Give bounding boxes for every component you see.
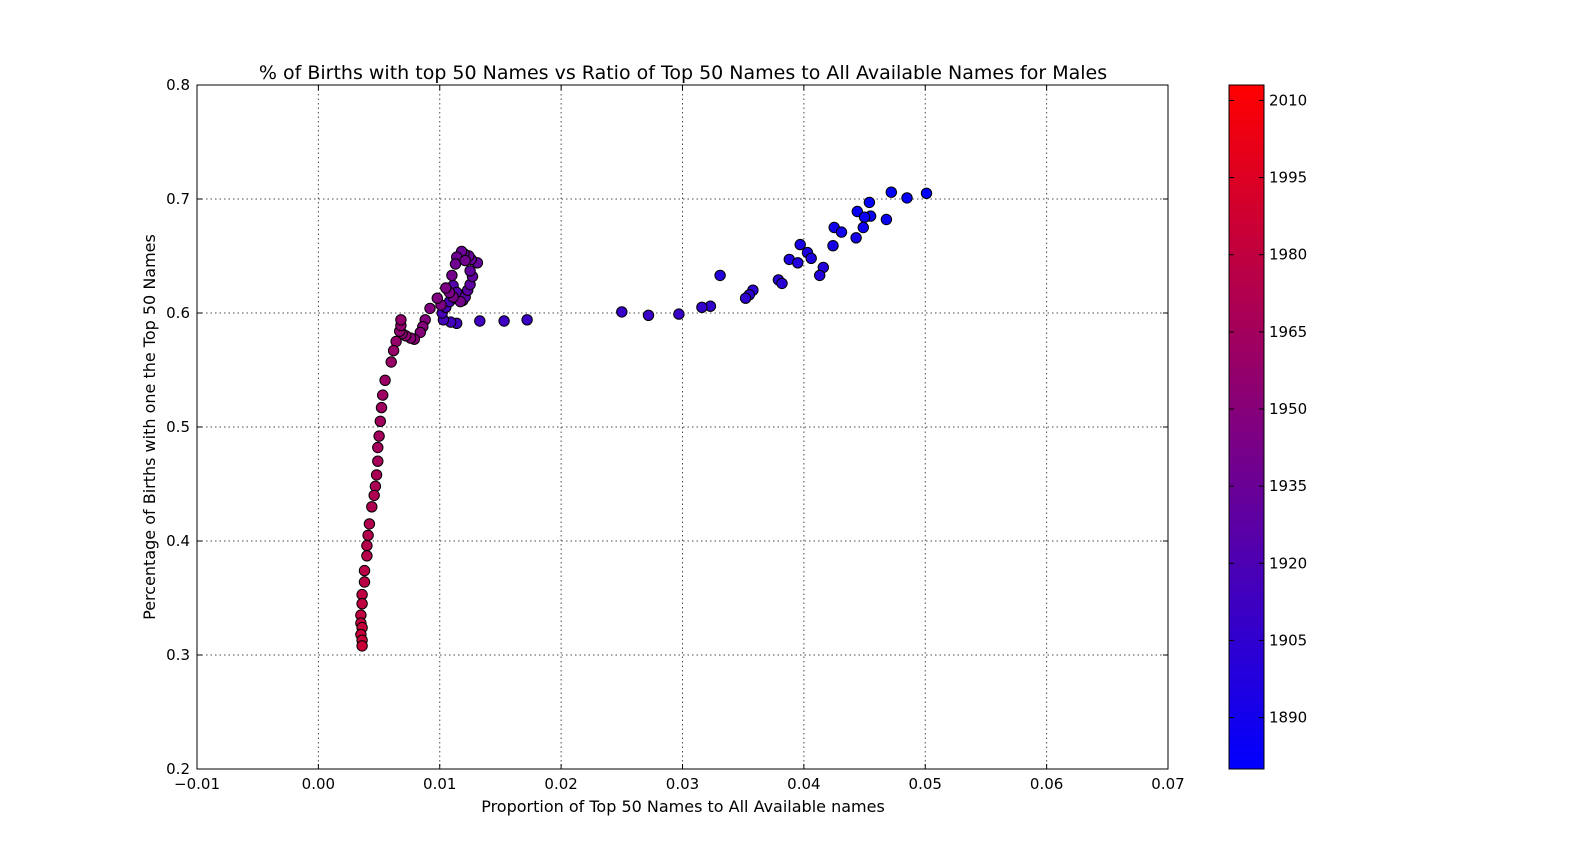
data-point: [379, 374, 391, 386]
data-point: [642, 309, 655, 321]
data-point: [374, 415, 386, 427]
data-point: [424, 302, 436, 315]
data-point: [858, 211, 871, 223]
data-point: [714, 269, 726, 282]
data-point: [358, 564, 371, 577]
data-point: [792, 257, 804, 269]
colorbar-tick-label: 1950: [1269, 400, 1307, 418]
data-points: [355, 186, 933, 652]
colorbar: [1228, 84, 1265, 770]
data-point: [395, 314, 407, 326]
data-point: [440, 282, 452, 294]
x-tick-label: 0.01: [423, 775, 456, 793]
data-point: [857, 221, 869, 234]
y-tick-label: 0.4: [166, 532, 190, 550]
colorbar-ticks: 1890 1905 1920 1935 1950 1965 1980 1995 2010: [1229, 91, 1307, 727]
chart-title: % of Births with top 50 Names vs Ratio o…: [259, 62, 1107, 84]
data-point: [361, 539, 373, 552]
data-point: [880, 213, 893, 226]
data-point: [776, 277, 788, 290]
data-point: [696, 301, 708, 313]
y-tick-label: 0.8: [166, 76, 190, 94]
data-point: [356, 640, 368, 652]
data-point: [377, 389, 389, 401]
y-axis-ticks: 0.2 0.3 0.4 0.5 0.6 0.7 0.8: [166, 76, 1168, 778]
data-point: [366, 501, 378, 513]
y-tick-label: 0.6: [166, 304, 190, 322]
data-point: [616, 306, 628, 318]
data-point: [498, 315, 510, 327]
data-point: [920, 187, 933, 200]
data-point: [446, 269, 458, 282]
colorbar-tick-label: 1980: [1269, 246, 1307, 264]
y-tick-label: 0.5: [166, 418, 190, 436]
data-point: [863, 196, 876, 209]
data-point: [739, 292, 752, 304]
data-point: [372, 441, 384, 454]
y-tick-label: 0.7: [166, 190, 190, 208]
y-axis-title: Percentage of Births with one the Top 50…: [140, 234, 159, 620]
data-point: [356, 598, 368, 610]
x-tick-label: 0.07: [1151, 775, 1184, 793]
data-point: [835, 226, 848, 238]
data-point: [375, 401, 388, 414]
x-tick-label: 0.05: [909, 775, 942, 793]
y-tick-label: 0.3: [166, 646, 190, 664]
x-tick-label: 0.06: [1030, 775, 1063, 793]
data-point: [449, 258, 462, 270]
data-point: [431, 292, 443, 304]
data-point: [363, 518, 376, 530]
x-axis-title: Proportion of Top 50 Names to All Availa…: [481, 797, 885, 816]
data-point: [885, 186, 897, 198]
x-tick-label: −0.01: [174, 775, 220, 793]
x-axis-ticks: −0.01 0.00 0.01 0.02 0.03 0.04 0.05 0.06 0.07: [174, 85, 1185, 793]
plot-frame: [196, 84, 1169, 770]
data-point: [805, 252, 817, 264]
x-tick-label: 0.04: [787, 775, 820, 793]
x-tick-label: 0.00: [302, 775, 335, 793]
data-point: [901, 192, 913, 204]
data-point: [814, 269, 826, 282]
colorbar-tick-label: 1890: [1269, 709, 1307, 727]
colorbar-tick-label: 2010: [1269, 91, 1307, 109]
data-point: [368, 489, 380, 502]
data-point: [362, 529, 374, 541]
colorbar-tick-label: 1995: [1269, 169, 1307, 187]
y-tick-label: 0.2: [166, 760, 190, 778]
data-point: [358, 576, 371, 588]
data-point: [372, 455, 384, 467]
data-point: [370, 469, 383, 481]
data-point: [459, 254, 471, 267]
data-point: [521, 314, 533, 326]
data-point: [464, 265, 476, 277]
x-tick-label: 0.03: [666, 775, 699, 793]
data-point: [673, 308, 685, 320]
data-point: [827, 240, 839, 252]
data-point: [373, 430, 385, 442]
colorbar-tick-label: 1965: [1269, 323, 1307, 341]
colorbar-tick-label: 1935: [1269, 477, 1307, 495]
data-point: [794, 238, 806, 251]
data-point: [474, 315, 486, 327]
colorbar-tick-label: 1905: [1269, 631, 1307, 649]
grid-lines: [197, 85, 1168, 769]
colorbar-tick-label: 1920: [1269, 554, 1307, 572]
data-point: [387, 344, 400, 357]
data-point: [361, 550, 373, 562]
data-point: [850, 232, 862, 244]
data-point: [385, 356, 397, 368]
x-tick-label: 0.02: [544, 775, 577, 793]
